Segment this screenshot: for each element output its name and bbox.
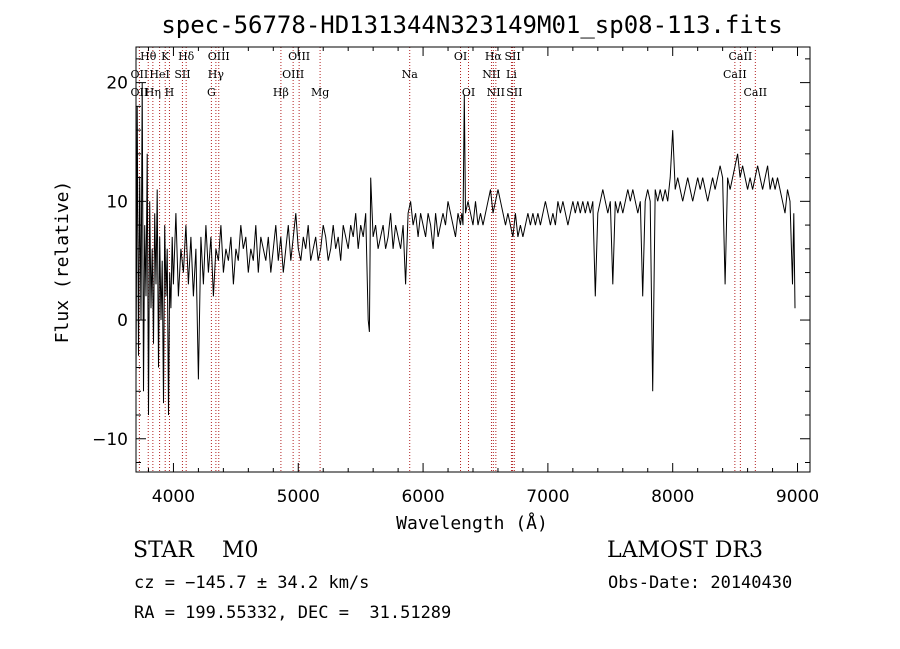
line-marker-label: Na xyxy=(402,68,419,81)
y-tick-label: 20 xyxy=(106,74,128,94)
y-tick-label: 10 xyxy=(106,192,128,212)
line-marker-label: Li xyxy=(506,68,517,81)
x-tick-label: 4000 xyxy=(152,487,195,507)
chart-title: spec-56778-HD131344N323149M01_sp08-113.f… xyxy=(161,11,782,39)
line-marker-label: G xyxy=(207,86,216,99)
line-marker-label: Mg xyxy=(311,86,329,99)
subclass-label: M0 xyxy=(221,538,259,563)
line-marker-label: Hθ xyxy=(140,50,157,63)
line-marker-label: OII xyxy=(131,68,149,81)
line-marker-label: CaII xyxy=(723,68,747,81)
class-label: STAR xyxy=(133,538,194,563)
line-marker-label: OI xyxy=(454,50,467,63)
spectral-class: STAR M0 xyxy=(133,538,259,563)
line-marker-label: SII xyxy=(504,50,520,63)
ra-dec-text: RA = 199.55332, DEC = 31.51289 xyxy=(134,603,452,623)
y-axis-label: Flux (relative) xyxy=(52,181,73,344)
x-axis-label: Wavelength (Å) xyxy=(396,512,548,534)
obs-date-text: Obs-Date: 20140430 xyxy=(608,573,793,593)
survey-label: LAMOST DR3 xyxy=(607,538,763,563)
line-marker-label: CaII xyxy=(743,86,767,99)
plot-frame xyxy=(135,46,811,473)
redshift-text: cz = −145.7 ± 34.2 km/s xyxy=(134,573,370,593)
x-tick-label: 8000 xyxy=(651,487,694,507)
spectrum-line xyxy=(135,82,796,416)
line-marker-label: H xyxy=(165,86,175,99)
line-marker-label: OIII xyxy=(282,68,304,81)
line-marker-label: SII xyxy=(506,86,522,99)
line-marker-label: Hη xyxy=(145,86,161,99)
line-marker-label: K xyxy=(161,50,170,63)
line-marker-label: SII xyxy=(174,68,190,81)
x-tick-label: 5000 xyxy=(277,487,320,507)
line-marker-label: OIII xyxy=(288,50,310,63)
x-axis-ticks: 4000 5000 6000 7000 8000 9000 xyxy=(147,47,819,507)
line-marker-label: HeI xyxy=(149,68,169,81)
y-axis-ticks: −10 0 10 20 xyxy=(92,58,810,464)
line-marker-label: NII xyxy=(487,86,505,99)
line-marker-label: OI xyxy=(462,86,475,99)
line-marker-label: Hβ xyxy=(273,86,289,99)
y-tick-label: 0 xyxy=(117,311,128,331)
line-marker-label: NII xyxy=(482,68,500,81)
line-marker-label: Hδ xyxy=(178,50,195,63)
y-tick-label: −10 xyxy=(92,430,128,450)
x-tick-label: 9000 xyxy=(776,487,819,507)
line-marker-label: Hγ xyxy=(208,68,225,81)
x-tick-label: 6000 xyxy=(401,487,444,507)
x-tick-label: 7000 xyxy=(526,487,569,507)
line-marker-label: Hα xyxy=(485,50,503,63)
line-marker-label: CaII xyxy=(729,50,753,63)
line-marker-label: OIII xyxy=(208,50,230,63)
line-marker-label: OII xyxy=(131,86,149,99)
